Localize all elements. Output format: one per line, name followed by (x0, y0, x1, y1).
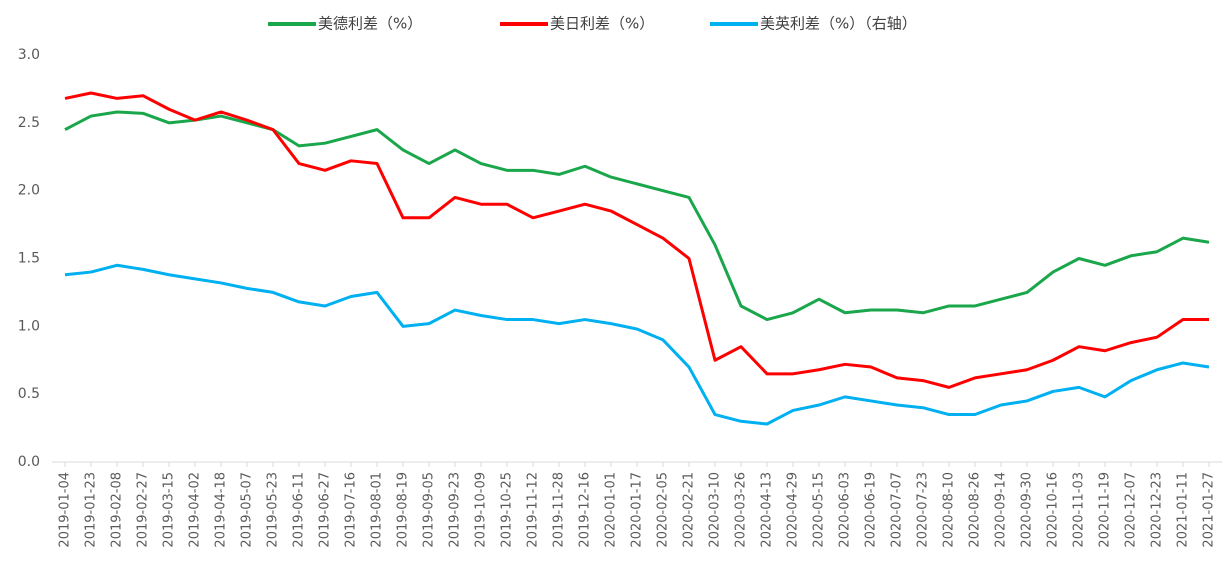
x-tick-label: 2019-09-23 (448, 472, 463, 548)
x-tick-label: 2020-06-03 (838, 472, 853, 548)
x-tick-label: 2020-04-13 (760, 472, 775, 548)
x-tick-label: 2019-03-15 (162, 472, 177, 548)
x-tick-label: 2020-10-16 (1046, 472, 1061, 548)
x-tick-label: 2019-04-18 (214, 472, 229, 548)
y-tick-label: 2.5 (18, 115, 40, 131)
x-tick-label: 2020-03-10 (708, 472, 723, 548)
series-line (64, 110, 1210, 322)
x-tick-label: 2019-08-01 (370, 472, 385, 548)
x-tick-label: 2019-11-12 (526, 472, 541, 548)
x-tick-label: 2019-05-07 (240, 472, 255, 548)
legend-label: 美英利差（%）（右轴） (760, 15, 917, 33)
x-tick-label: 2020-08-26 (968, 472, 983, 548)
x-tick-label: 2019-01-23 (84, 472, 99, 548)
y-tick-label: 0.0 (18, 454, 40, 470)
legend-label: 美日利差（%） (550, 15, 654, 33)
x-tick-label: 2020-12-23 (1150, 472, 1165, 548)
x-tick-label: 2020-06-19 (864, 472, 879, 548)
x-tick-label: 2019-11-28 (552, 472, 567, 548)
x-tick-label: 2019-06-11 (292, 472, 307, 548)
x-tick-label: 2020-03-26 (734, 472, 749, 548)
x-tick-label: 2020-02-05 (656, 472, 671, 548)
x-tick-label: 2020-05-15 (812, 472, 827, 548)
x-tick-label: 2019-01-04 (58, 472, 73, 548)
y-tick-label: 1.0 (18, 318, 40, 334)
x-tick-label: 2019-10-25 (500, 472, 515, 548)
x-tick-label: 2019-06-27 (318, 472, 333, 548)
legend-label: 美德利差（%） (318, 15, 422, 33)
x-tick-label: 2019-09-05 (422, 472, 437, 548)
y-tick-label: 0.5 (18, 386, 40, 402)
x-tick-label: 2019-02-27 (136, 472, 151, 548)
x-tick-label: 2020-11-19 (1098, 472, 1113, 548)
x-tick-label: 2021-01-11 (1176, 472, 1191, 548)
x-tick-label: 2019-08-19 (396, 472, 411, 548)
x-tick-label: 2019-04-02 (188, 472, 203, 548)
x-tick-label: 2020-02-21 (682, 472, 697, 548)
y-tick-label: 2.0 (18, 183, 40, 199)
x-tick-label: 2019-10-09 (474, 472, 489, 548)
x-tick-label: 2020-12-07 (1124, 472, 1139, 548)
x-tick-label: 2020-04-29 (786, 472, 801, 548)
x-tick-label: 2020-07-23 (916, 472, 931, 548)
y-tick-label: 1.5 (18, 251, 40, 267)
y-tick-label: 3.0 (18, 47, 40, 63)
x-tick-label: 2019-07-16 (344, 472, 359, 548)
series-line (64, 263, 1210, 426)
series-line (64, 91, 1209, 389)
x-tick-label: 2019-02-08 (110, 472, 125, 548)
x-tick-label: 2020-07-07 (890, 472, 905, 548)
x-tick-label: 2019-12-16 (578, 472, 593, 548)
x-tick-label: 2020-08-10 (942, 472, 957, 548)
x-tick-label: 2020-01-17 (630, 472, 645, 548)
x-tick-label: 2019-05-23 (266, 472, 281, 548)
x-tick-label: 2020-01-01 (604, 472, 619, 548)
x-tick-label: 2020-11-03 (1072, 472, 1087, 548)
x-tick-label: 2020-09-14 (994, 472, 1009, 548)
x-tick-label: 2021-01-27 (1202, 472, 1217, 548)
x-tick-label: 2020-09-30 (1020, 472, 1035, 548)
